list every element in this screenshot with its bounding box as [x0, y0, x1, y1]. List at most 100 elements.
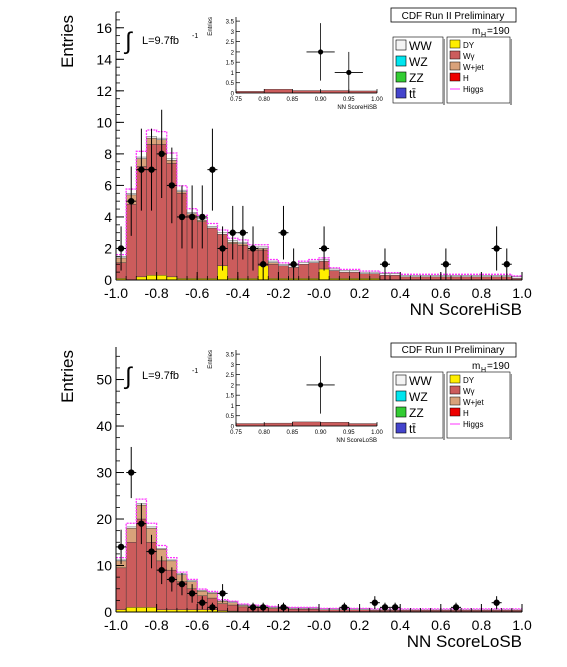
- inset-x-tick-label: 1.00: [371, 97, 383, 103]
- hist-bar-ww: [420, 275, 431, 278]
- hist-bar-ww: [359, 271, 370, 274]
- legend-swatch-wjet: [449, 61, 461, 71]
- data-point: [229, 229, 236, 236]
- legend-label-wjet: W+jet: [463, 63, 484, 72]
- legend-label-wgamma: Wγ: [463, 387, 475, 396]
- hist-bar-ww: [207, 226, 218, 229]
- legend-label-ww: WW: [409, 374, 432, 388]
- x-axis-title: NN ScoreLoSB: [407, 632, 522, 651]
- legend-swatch-ww: [395, 374, 407, 386]
- hist-bar-ww: [156, 548, 167, 550]
- hist-bar-w: [298, 609, 310, 612]
- hist-bar-w: [318, 609, 330, 612]
- data-point: [209, 166, 216, 173]
- hist-bar-w: [339, 271, 350, 279]
- hist-bar-w: [369, 609, 381, 612]
- hist-bar-ww: [268, 260, 279, 263]
- luminosity-superscript: -1: [192, 33, 198, 40]
- inset-y-tick-label: 1: [231, 71, 235, 77]
- hist-bar-w: [227, 604, 238, 612]
- y-tick-label: 8: [104, 146, 112, 162]
- inset-x-tick-label: 0.80: [258, 430, 270, 436]
- x-tick-label: 0.6: [431, 285, 451, 301]
- legend-label-dy: DY: [463, 41, 475, 50]
- hist-bar-ww: [166, 559, 178, 562]
- y-tick-label: 6: [104, 177, 112, 193]
- mass-label-sub: H: [481, 32, 486, 39]
- hist-bar-ww: [146, 526, 157, 529]
- y-tick-label: 40: [96, 418, 112, 434]
- hist-bar-w-jet: [268, 262, 279, 265]
- y-tick-label: 50: [96, 372, 112, 388]
- hist-bar-w: [268, 608, 279, 612]
- legend-label-wgamma: Wγ: [463, 52, 475, 61]
- hist-bar-w: [207, 227, 218, 279]
- mass-label-value: =190: [487, 361, 510, 372]
- hist-bar-ww: [339, 270, 350, 273]
- hist-bar-w: [511, 609, 523, 612]
- legend-label-zz: ZZ: [409, 71, 424, 85]
- hist-bar-ww: [186, 580, 198, 582]
- data-point: [280, 229, 287, 236]
- hist-bar-w: [349, 271, 360, 279]
- data-point: [391, 604, 399, 611]
- inset-y-axis-title: Entries: [208, 350, 214, 369]
- inset-y-tick-label: 0.5: [226, 81, 235, 87]
- x-tick-label: 0.6: [431, 617, 451, 633]
- higgs-signal-line: [116, 129, 522, 277]
- y-axis-title: Entries: [58, 350, 77, 403]
- x-tick-label: -0.2: [266, 617, 290, 633]
- y-tick-label: 10: [96, 558, 112, 574]
- inset-x-tick-label: 0.80: [258, 97, 270, 103]
- legend-swatch-zz: [395, 406, 407, 418]
- hist-bar-ww: [125, 526, 137, 529]
- y-tick-label: 12: [96, 83, 112, 99]
- x-tick-label: 0.4: [390, 285, 410, 301]
- inset-data-point: [346, 69, 352, 76]
- integral-symbol: ∫: [123, 363, 133, 390]
- data-point: [341, 604, 348, 611]
- hist-bar-w: [308, 609, 320, 612]
- legend-right-shadow: [510, 39, 512, 105]
- inset-y-tick-label: 3: [231, 30, 235, 36]
- data-point: [209, 604, 216, 611]
- inset-y-tick-label: 2: [231, 383, 235, 389]
- hist-bar-ww: [207, 592, 218, 594]
- x-tick-label: 0.4: [390, 617, 410, 633]
- x-tick-label: -0.2: [266, 285, 290, 301]
- inset-x-tick-label: 0.85: [287, 97, 299, 103]
- hist-bar-w-jet: [207, 593, 218, 599]
- data-point: [158, 566, 165, 574]
- data-point: [158, 150, 165, 158]
- data-point: [178, 580, 186, 588]
- luminosity-superscript: -1: [192, 368, 198, 375]
- hist-bar-w: [268, 264, 279, 279]
- inset-x-tick-label: 0.95: [343, 430, 355, 436]
- data-point: [452, 604, 460, 611]
- legend-label-h: H: [463, 74, 469, 83]
- legend-label-zz: ZZ: [409, 406, 424, 420]
- hist-bar-ww: [308, 260, 320, 263]
- y-tick-label: 0: [104, 272, 112, 288]
- x-axis-title: NN ScoreHiSB: [410, 300, 522, 319]
- hist-bar-ww: [430, 275, 441, 278]
- data-point: [199, 599, 206, 606]
- hist-bar-ww: [257, 246, 269, 249]
- inset-x-axis-title: NN ScoreHiSB: [337, 105, 377, 111]
- data-point: [371, 599, 379, 606]
- hist-bar-ww: [400, 275, 411, 278]
- legend-swatch-tt: [395, 87, 407, 99]
- legend-label-tt: tt̄: [409, 87, 416, 101]
- x-tick-label: 1.0: [512, 617, 532, 633]
- hist-bar-w-jet: [125, 528, 137, 543]
- integral-symbol: ∫: [123, 28, 133, 55]
- inset-y-tick-label: 2.5: [226, 40, 235, 46]
- hist-bar-w-jet: [237, 605, 249, 608]
- inset-x-tick-label: 1.00: [371, 430, 383, 436]
- hist-bar-ww: [328, 268, 340, 271]
- mass-label-value: =190: [487, 26, 510, 37]
- x-tick-label: -0.4: [226, 617, 250, 633]
- hist-bar-w: [389, 275, 401, 281]
- y-axis-title: Entries: [58, 15, 77, 68]
